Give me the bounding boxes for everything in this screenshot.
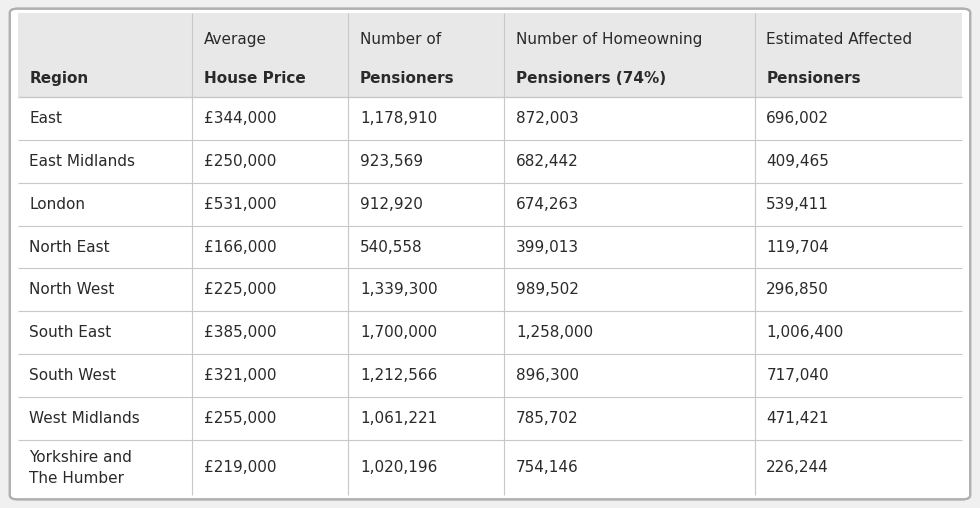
Text: Region: Region: [29, 71, 88, 86]
Text: Average: Average: [204, 32, 268, 47]
Text: 717,040: 717,040: [766, 368, 829, 383]
Text: 119,704: 119,704: [766, 240, 829, 255]
Text: 923,569: 923,569: [360, 154, 423, 169]
Bar: [18, 55, 962, 97]
Text: East: East: [29, 111, 63, 126]
Text: Number of: Number of: [360, 32, 441, 47]
Bar: [18, 397, 962, 440]
Text: Pensioners (74%): Pensioners (74%): [515, 71, 666, 86]
Text: Pensioners: Pensioners: [766, 71, 860, 86]
Text: 912,920: 912,920: [360, 197, 423, 212]
Text: 682,442: 682,442: [515, 154, 578, 169]
Text: 989,502: 989,502: [515, 282, 579, 297]
Text: 1,006,400: 1,006,400: [766, 325, 844, 340]
Text: 1,178,910: 1,178,910: [360, 111, 437, 126]
Text: Number of Homeowning: Number of Homeowning: [515, 32, 703, 47]
Text: 696,002: 696,002: [766, 111, 829, 126]
Text: £385,000: £385,000: [204, 325, 276, 340]
Text: 1,061,221: 1,061,221: [360, 411, 437, 426]
Text: West Midlands: West Midlands: [29, 411, 140, 426]
Text: £225,000: £225,000: [204, 282, 276, 297]
Text: 540,558: 540,558: [360, 240, 422, 255]
Text: 539,411: 539,411: [766, 197, 829, 212]
Text: South East: South East: [29, 325, 112, 340]
Text: House Price: House Price: [204, 71, 306, 86]
Bar: [18, 13, 962, 97]
Text: South West: South West: [29, 368, 117, 383]
Text: 399,013: 399,013: [515, 240, 579, 255]
Text: £219,000: £219,000: [204, 460, 276, 475]
Bar: [18, 226, 962, 269]
Text: 1,339,300: 1,339,300: [360, 282, 438, 297]
Bar: [18, 183, 962, 226]
Text: 1,020,196: 1,020,196: [360, 460, 437, 475]
Text: London: London: [29, 197, 85, 212]
Text: 896,300: 896,300: [515, 368, 579, 383]
Text: £321,000: £321,000: [204, 368, 276, 383]
Text: £250,000: £250,000: [204, 154, 276, 169]
FancyBboxPatch shape: [10, 9, 970, 499]
Text: North East: North East: [29, 240, 110, 255]
Text: 1,258,000: 1,258,000: [515, 325, 593, 340]
Text: £344,000: £344,000: [204, 111, 276, 126]
Text: £166,000: £166,000: [204, 240, 276, 255]
Bar: [18, 140, 962, 183]
Text: 296,850: 296,850: [766, 282, 829, 297]
Text: 471,421: 471,421: [766, 411, 829, 426]
Text: 226,244: 226,244: [766, 460, 829, 475]
Bar: [18, 311, 962, 354]
Text: East Midlands: East Midlands: [29, 154, 135, 169]
Bar: [18, 354, 962, 397]
Text: Estimated Affected: Estimated Affected: [766, 32, 912, 47]
Bar: [18, 97, 962, 140]
Text: 674,263: 674,263: [515, 197, 579, 212]
Text: 785,702: 785,702: [515, 411, 578, 426]
Text: 409,465: 409,465: [766, 154, 829, 169]
Text: £255,000: £255,000: [204, 411, 276, 426]
Bar: [18, 269, 962, 311]
Text: 1,212,566: 1,212,566: [360, 368, 437, 383]
Text: Pensioners: Pensioners: [360, 71, 455, 86]
Text: 1,700,000: 1,700,000: [360, 325, 437, 340]
Text: 872,003: 872,003: [515, 111, 578, 126]
Bar: [18, 440, 962, 495]
Text: 754,146: 754,146: [515, 460, 578, 475]
Text: North West: North West: [29, 282, 115, 297]
Text: Yorkshire and
The Humber: Yorkshire and The Humber: [29, 450, 132, 486]
Text: £531,000: £531,000: [204, 197, 276, 212]
